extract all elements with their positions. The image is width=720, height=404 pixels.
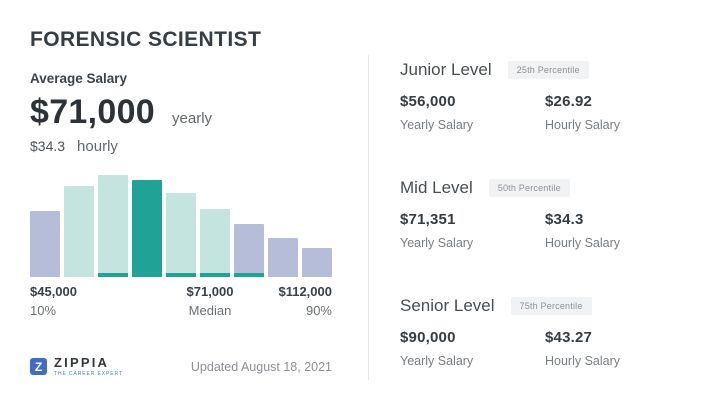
junior-yearly-label: Yearly Salary <box>400 118 474 132</box>
junior-yearly-value: $56,000 <box>400 93 456 110</box>
average-hourly-value: $34.3 <box>30 138 66 154</box>
junior-yearly-col: $56,000 Yearly Salary <box>400 93 545 132</box>
senior-yearly-value: $90,000 <box>400 329 456 346</box>
mid-level-header: Mid Level 50th Percentile <box>400 178 690 198</box>
footer: Z ZIPPIA THE CAREER EXPERT Updated Augus… <box>30 356 332 377</box>
zippia-logo-icon: Z <box>30 358 47 375</box>
chart-axis-labels: $45,000 10% $71,000 Median $112,000 90% <box>30 284 332 318</box>
junior-level-header: Junior Level 25th Percentile <box>400 60 690 80</box>
vertical-divider <box>368 55 369 380</box>
senior-yearly-col: $90,000 Yearly Salary <box>400 329 545 368</box>
junior-level-section: Junior Level 25th Percentile $56,000 Yea… <box>400 60 690 132</box>
salary-distribution-chart <box>30 175 332 277</box>
distribution-bar <box>132 180 162 277</box>
junior-level-values: $56,000 Yearly Salary $26.92 Hourly Sala… <box>400 93 690 132</box>
senior-hourly-label: Hourly Salary <box>545 354 621 368</box>
mid-hourly-value: $34.3 <box>545 211 584 228</box>
average-salary-label: Average Salary <box>30 71 128 86</box>
average-yearly-row: $71,000 yearly <box>30 93 332 132</box>
zippia-brand: Z ZIPPIA THE CAREER EXPERT <box>30 356 123 377</box>
senior-level-title: Senior Level <box>400 296 495 315</box>
tick-90th-label: 90% <box>305 303 332 318</box>
senior-hourly-value: $43.27 <box>545 329 593 346</box>
junior-hourly-col: $26.92 Hourly Salary <box>545 93 690 132</box>
updated-date: Updated August 18, 2021 <box>190 359 332 374</box>
mid-yearly-label: Yearly Salary <box>400 236 474 250</box>
tick-10th-label: 10% <box>30 303 57 318</box>
distribution-bar <box>200 209 230 277</box>
mid-level-values: $71,351 Yearly Salary $34.3 Hourly Salar… <box>400 211 690 250</box>
brand-text: ZIPPIA THE CAREER EXPERT <box>54 356 123 377</box>
distribution-bar <box>30 211 60 277</box>
senior-level-values: $90,000 Yearly Salary $43.27 Hourly Sala… <box>400 329 690 368</box>
mid-level-title: Mid Level <box>400 178 473 197</box>
distribution-bar <box>302 248 332 277</box>
mid-level-section: Mid Level 50th Percentile $71,351 Yearly… <box>400 178 690 250</box>
mid-hourly-label: Hourly Salary <box>545 236 621 250</box>
senior-hourly-col: $43.27 Hourly Salary <box>545 329 690 368</box>
tick-90th-value: $112,000 <box>278 284 332 299</box>
mid-percentile-badge: 50th Percentile <box>488 179 570 197</box>
senior-yearly-label: Yearly Salary <box>400 354 474 368</box>
junior-hourly-value: $26.92 <box>545 93 593 110</box>
tick-median-value: $71,000 <box>186 284 234 299</box>
senior-level-header: Senior Level 75th Percentile <box>400 296 690 316</box>
distribution-bar <box>234 224 264 277</box>
tick-10th-value: $45,000 <box>30 284 77 299</box>
tick-median: $71,000 Median <box>134 284 286 318</box>
tick-10th-percentile: $45,000 10% <box>30 284 77 318</box>
brand-tagline: THE CAREER EXPERT <box>54 371 123 377</box>
distribution-bar <box>166 193 196 277</box>
junior-percentile-badge: 25th Percentile <box>507 61 589 79</box>
distribution-bar <box>64 186 94 277</box>
junior-hourly-label: Hourly Salary <box>545 118 621 132</box>
senior-percentile-badge: 75th Percentile <box>510 297 592 315</box>
summary-panel: FORENSIC SCIENTIST Average Salary $71,00… <box>30 0 332 377</box>
average-hourly-row: $34.3 hourly <box>30 138 332 155</box>
mid-hourly-col: $34.3 Hourly Salary <box>545 211 690 250</box>
distribution-bar <box>268 238 298 277</box>
senior-level-section: Senior Level 75th Percentile $90,000 Yea… <box>400 296 690 368</box>
junior-level-title: Junior Level <box>400 60 492 79</box>
brand-name: ZIPPIA <box>54 355 110 370</box>
mid-yearly-value: $71,351 <box>400 211 456 228</box>
distribution-bar <box>98 175 128 277</box>
average-yearly-unit: yearly <box>172 110 213 127</box>
average-yearly-value: $71,000 <box>30 93 156 131</box>
mid-yearly-col: $71,351 Yearly Salary <box>400 211 545 250</box>
tick-median-label: Median <box>188 303 232 318</box>
average-hourly-unit: hourly <box>77 138 118 155</box>
page-title: FORENSIC SCIENTIST <box>30 28 262 51</box>
tick-90th-percentile: $112,000 90% <box>278 284 332 318</box>
